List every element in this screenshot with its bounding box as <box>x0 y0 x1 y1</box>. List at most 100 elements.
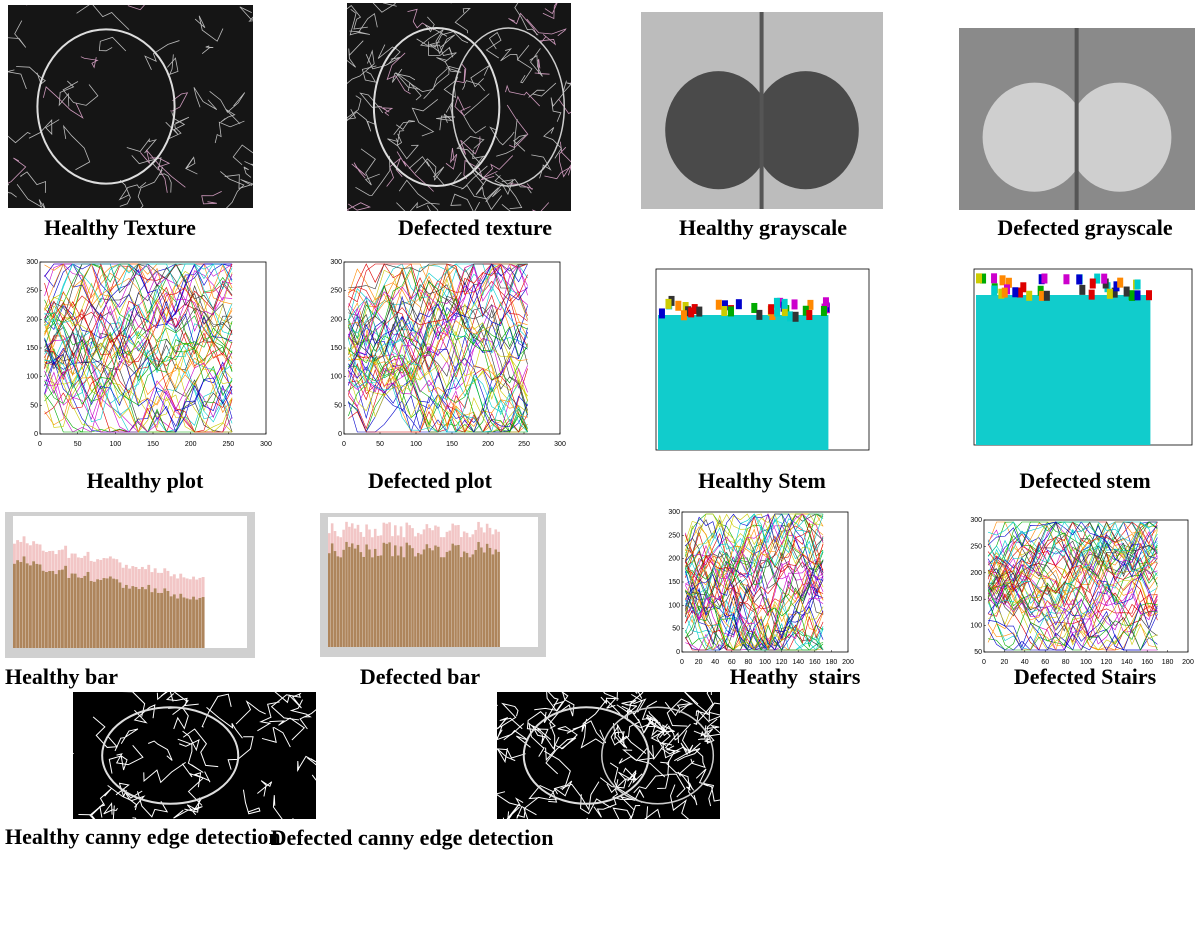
bar-top <box>360 532 363 552</box>
bar-top <box>103 558 106 578</box>
bar <box>492 554 495 647</box>
x-tick-label: 200 <box>185 441 197 448</box>
bar-top <box>77 557 80 577</box>
bar <box>35 564 38 648</box>
bar <box>157 593 160 648</box>
stem-top <box>659 308 665 318</box>
bar <box>403 557 406 647</box>
y-tick-label: 50 <box>974 649 982 656</box>
bar-top <box>405 523 408 543</box>
bar <box>182 597 185 648</box>
bar-top <box>426 524 429 544</box>
bar <box>466 553 469 647</box>
y-tick-label: 100 <box>330 374 342 381</box>
y-tick-label: 200 <box>668 556 680 563</box>
bar <box>331 543 334 647</box>
bar-top <box>337 536 340 556</box>
bar <box>125 585 128 648</box>
bar-top <box>460 537 463 557</box>
stem-top <box>1146 290 1152 300</box>
bar <box>141 587 144 648</box>
stem-top <box>792 299 798 309</box>
bar-top <box>202 577 205 597</box>
panel-image: 050100150200250300050100150200250300 <box>326 258 566 448</box>
stem-top <box>728 306 734 316</box>
bar-top <box>186 578 189 598</box>
bar-top <box>437 527 440 547</box>
bar <box>55 574 58 648</box>
bar-top <box>492 534 495 554</box>
stem-top <box>675 301 681 311</box>
bar <box>400 546 403 647</box>
stem-top <box>1135 290 1141 300</box>
bar <box>342 550 345 647</box>
bar-top <box>163 568 166 588</box>
stem-top <box>1020 282 1026 292</box>
bar <box>348 547 351 647</box>
stem-top <box>756 310 762 320</box>
caption: Heathy stairs <box>730 665 861 689</box>
bar-top <box>368 529 371 549</box>
bar-top <box>13 544 16 564</box>
bar <box>67 578 70 648</box>
bar-top <box>35 544 38 564</box>
bar-top <box>67 558 70 578</box>
x-tick-label: 0 <box>982 659 986 666</box>
bar-top <box>192 577 195 597</box>
bar-top <box>71 553 74 573</box>
bar <box>99 580 102 648</box>
stem <box>1075 28 1079 210</box>
bar-top <box>179 574 182 594</box>
bar <box>449 551 452 647</box>
y-tick-label: 300 <box>668 509 680 516</box>
stem-top <box>1063 274 1069 284</box>
stem-top <box>1000 275 1006 285</box>
bar-top <box>141 567 144 587</box>
bar-top <box>365 524 368 544</box>
bar <box>147 585 150 648</box>
bar <box>357 545 360 647</box>
bar <box>112 579 115 648</box>
bar-top <box>138 569 141 589</box>
bar <box>167 591 170 648</box>
bar <box>339 557 342 647</box>
bar-top <box>173 574 176 594</box>
x-tick-label: 100 <box>410 441 422 448</box>
bar <box>345 542 348 647</box>
bar <box>469 557 472 647</box>
bar <box>26 563 29 648</box>
bar <box>29 565 32 648</box>
bar-top <box>348 527 351 547</box>
x-tick-label: 20 <box>695 659 703 666</box>
bar-top <box>431 530 434 550</box>
bar-top <box>48 551 51 571</box>
bar <box>202 597 205 648</box>
caption: Defected grayscale <box>997 216 1172 240</box>
panel-image <box>8 5 253 208</box>
bar <box>380 555 383 647</box>
bar <box>388 542 391 647</box>
bar <box>483 552 486 647</box>
bar-top <box>354 529 357 549</box>
y-tick-label: 300 <box>970 517 982 524</box>
stem-top <box>1089 290 1095 300</box>
x-tick-label: 250 <box>518 441 530 448</box>
bar <box>198 598 201 648</box>
bar-top <box>80 558 83 578</box>
y-tick-label: 250 <box>970 543 982 550</box>
bar-top <box>474 530 477 550</box>
stem-top <box>1090 279 1096 289</box>
x-tick-label: 150 <box>147 441 159 448</box>
bar <box>109 576 112 648</box>
y-tick-label: 100 <box>970 623 982 630</box>
y-tick-label: 50 <box>30 402 38 409</box>
bar-top <box>29 545 32 565</box>
bar-top <box>112 559 115 579</box>
bar <box>179 594 182 648</box>
bar <box>437 547 440 647</box>
bar <box>328 553 331 647</box>
bar-top <box>151 572 154 592</box>
bar-top <box>42 551 45 571</box>
bar <box>77 577 80 648</box>
